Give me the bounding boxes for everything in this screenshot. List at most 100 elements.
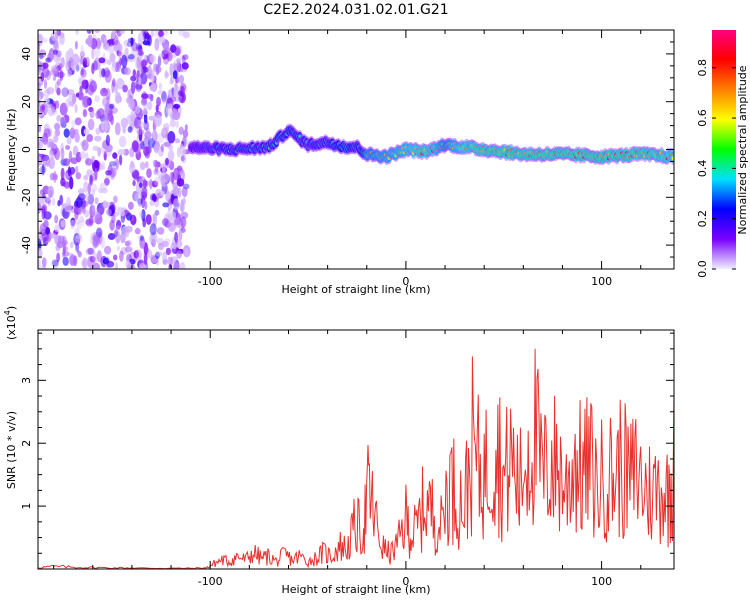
snr-xlabel: Height of straight line (km) (281, 583, 430, 596)
heatmap-cell (60, 167, 65, 181)
heatmap-cell (109, 161, 117, 167)
heatmap-cell (178, 229, 183, 241)
heatmap-cell (79, 151, 87, 160)
heatmap-cell (179, 262, 186, 269)
heatmap-cell (54, 224, 60, 233)
spectrogram-xtick-label: 100 (591, 275, 612, 288)
heatmap-cell (42, 155, 51, 166)
heatmap-cell (106, 59, 112, 65)
heatmap-cell (119, 57, 123, 66)
heatmap-cell (75, 244, 80, 251)
heatmap-cell (182, 197, 186, 206)
heatmap-cell (180, 82, 187, 91)
snr-ytick-label: 3 (20, 377, 33, 384)
heatmap-cell (83, 128, 90, 136)
heatmap-cell (80, 67, 85, 76)
heatmap-cell (132, 69, 136, 77)
heatmap-cell (134, 105, 141, 115)
heatmap-cell (175, 77, 180, 84)
heatmap-cell (53, 135, 59, 143)
heatmap-cell (52, 75, 57, 81)
heatmap-cell (130, 110, 136, 123)
heatmap-cell (114, 262, 118, 269)
heatmap-cell (135, 60, 139, 69)
heatmap-cell (170, 211, 177, 222)
heatmap-cell (82, 109, 88, 118)
heatmap-cell (139, 235, 144, 241)
heatmap-cell (124, 47, 129, 57)
heatmap-cell (76, 221, 83, 230)
heatmap-cell (48, 48, 55, 61)
heatmap-cell (149, 54, 156, 64)
heatmap-cell (147, 101, 153, 111)
heatmap-cell (81, 259, 87, 267)
heatmap-cell (143, 54, 148, 61)
heatmap-cell (162, 259, 168, 265)
heatmap-cell (133, 116, 142, 129)
heatmap-cell (165, 247, 171, 256)
heatmap-cell (148, 115, 156, 121)
heatmap-cell (152, 128, 157, 142)
heatmap-cell (86, 134, 93, 142)
heatmap-cell (180, 211, 189, 219)
heatmap-cell (138, 76, 142, 86)
heatmap-cell (119, 30, 125, 35)
heatmap-cell (92, 48, 101, 58)
heatmap-cell (137, 48, 144, 59)
heatmap-cell (38, 141, 41, 148)
heatmap-cell (142, 218, 146, 228)
heatmap-cell (54, 260, 59, 269)
heatmap-cell (40, 72, 45, 82)
snr-ticks: -100 0 100 1 2 3 (20, 330, 674, 588)
heatmap-cell (154, 38, 160, 51)
heatmap-cell (60, 177, 66, 187)
heatmap-cell (107, 233, 116, 240)
heatmap-cell (43, 123, 51, 136)
heatmap-cell (95, 127, 101, 135)
snr-scale-close: ) (5, 306, 18, 310)
heatmap-cell (44, 78, 47, 90)
heatmap-cell (147, 34, 152, 42)
heatmap-cell (73, 238, 81, 246)
heatmap-cell (75, 165, 79, 174)
heatmap-cell (164, 70, 168, 80)
heatmap-cell (80, 51, 85, 58)
heatmap-cell (38, 193, 43, 206)
heatmap-cell (39, 103, 45, 113)
colorbar-tick-label: 0.6 (696, 109, 709, 127)
heatmap-cell (83, 181, 89, 194)
heatmap-cell (173, 167, 180, 181)
heatmap-cell (180, 153, 187, 164)
heatmap-cell (53, 130, 57, 141)
heatmap-cell (77, 59, 82, 71)
heatmap-cell (38, 248, 43, 259)
heatmap-cell (125, 260, 131, 269)
heatmap-cell (68, 51, 74, 62)
heatmap-cell (143, 146, 150, 157)
heatmap-cell (109, 103, 115, 110)
heatmap-cell (172, 70, 178, 79)
heatmap-cell (178, 126, 184, 135)
heatmap-cell (47, 185, 54, 198)
heatmap-cell (49, 172, 56, 181)
heatmap-cell (92, 172, 96, 182)
heatmap-cell (139, 262, 146, 269)
heatmap-cell (38, 259, 41, 269)
heatmap-cell (75, 64, 80, 72)
heatmap-cell (85, 192, 90, 202)
heatmap-cell (151, 30, 160, 38)
heatmap-cell (151, 213, 157, 221)
heatmap-cell (70, 130, 74, 139)
heatmap-cell (151, 180, 159, 188)
heatmap-cell (93, 160, 100, 169)
spectrogram-ylabel: Frequency (Hz) (5, 109, 18, 192)
heatmap-cell (137, 44, 143, 52)
heatmap-cell (117, 51, 124, 58)
heatmap-cell (153, 63, 159, 72)
heatmap-cell (180, 216, 187, 228)
heatmap-cell (85, 218, 94, 227)
heatmap-cell (149, 223, 157, 236)
heatmap-cell (101, 120, 109, 133)
figure-title: C2E2.2024.031.02.01.G21 (263, 2, 448, 18)
